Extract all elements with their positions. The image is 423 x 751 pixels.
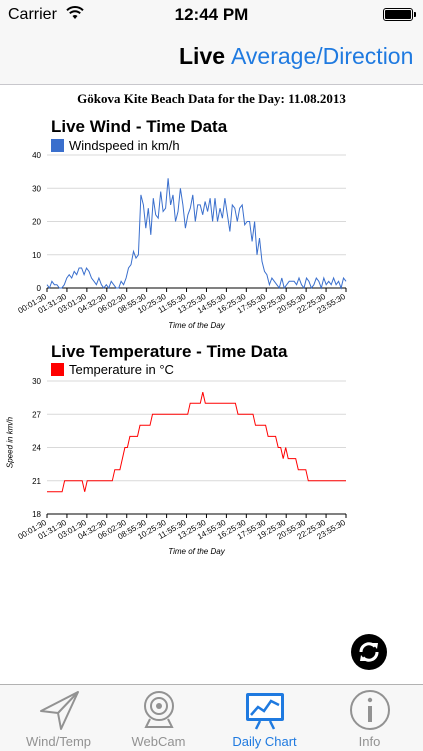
wind-legend-swatch: [51, 139, 64, 152]
wind-y-tick-label: 10: [32, 251, 41, 260]
status-bar: Carrier 12:44 PM: [0, 0, 423, 30]
temperature-legend: Temperature in °C: [51, 362, 174, 377]
battery-icon: [383, 8, 416, 21]
navigation-bar: Live Average/Direction: [0, 30, 423, 85]
tab-label: Info: [358, 734, 381, 749]
temperature-chart-title: Live Temperature - Time Data: [51, 342, 288, 361]
tab-webcam[interactable]: WebCam: [106, 685, 211, 751]
page-title: Gökova Kite Beach Data for the Day: 11.0…: [77, 91, 346, 106]
tab-label: Daily Chart: [232, 734, 297, 749]
wind-chart-title: Live Wind - Time Data: [51, 117, 228, 136]
wifi-icon: [66, 6, 84, 25]
chart-icon: [246, 693, 284, 730]
wind-chart: 01020304000:01:3001:31:3003:01:3004:32:3…: [17, 151, 348, 330]
status-time: 12:44 PM: [174, 5, 249, 24]
tab-info[interactable]: Info: [317, 685, 422, 751]
temperature-y-tick-label: 24: [32, 444, 41, 453]
tab-label: Wind/Temp: [25, 734, 92, 749]
wind-x-axis-label: Time of the Day: [168, 321, 225, 330]
temperature-series-line: [47, 391, 346, 493]
webcam-icon: [144, 691, 174, 728]
nav-title-live: Live: [179, 43, 226, 69]
temperature-y-tick-label: 18: [32, 510, 41, 519]
wind-y-tick-label: 0: [37, 284, 42, 293]
wind-series-line: [46, 178, 347, 290]
wind-legend: Windspeed in km/h: [51, 138, 180, 153]
carrier-label: Carrier: [8, 6, 57, 23]
temperature-chart: 182124273000:01:3001:31:3003:01:3004:32:…: [17, 377, 348, 556]
wind-legend-label: Windspeed in km/h: [69, 138, 180, 153]
temperature-y-tick-label: 27: [32, 410, 41, 419]
paper-plane-icon: [40, 691, 79, 730]
info-icon: [350, 690, 390, 730]
refresh-button[interactable]: [351, 634, 387, 670]
tab-bar: Wind/Temp WebCam Daily Chart Info: [0, 684, 423, 751]
tab-label: WebCam: [131, 734, 186, 749]
temperature-legend-swatch: [51, 363, 64, 376]
tab-daily-chart[interactable]: Daily Chart: [212, 685, 317, 751]
average-direction-button[interactable]: Average/Direction: [231, 43, 414, 69]
wind-y-tick-label: 20: [32, 218, 41, 227]
tab-wind-temp[interactable]: Wind/Temp: [6, 685, 111, 751]
temperature-y-tick-label: 21: [32, 477, 41, 486]
refresh-icon: [359, 642, 379, 662]
temperature-x-axis-label: Time of the Day: [168, 547, 225, 556]
wind-y-tick-label: 40: [32, 151, 41, 160]
temperature-legend-label: Temperature in °C: [69, 362, 174, 377]
wind-y-tick-label: 30: [32, 184, 41, 193]
temperature-y-tick-label: 30: [32, 377, 41, 386]
